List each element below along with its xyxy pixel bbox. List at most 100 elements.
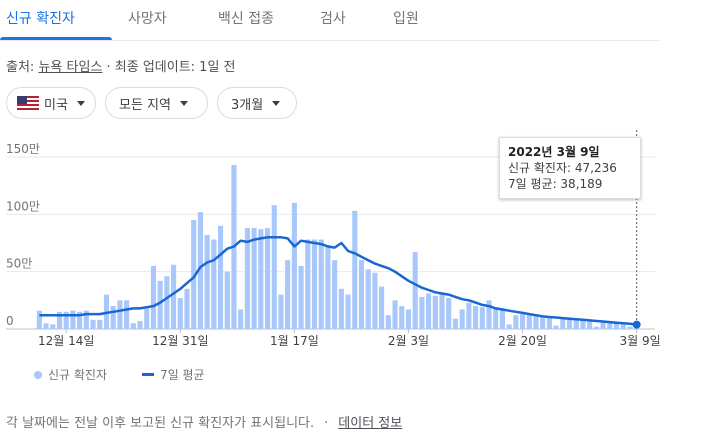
data-info-link[interactable]: 데이터 정보 bbox=[338, 416, 403, 431]
bar bbox=[486, 300, 492, 329]
x-tick-label: 12월 31일 bbox=[152, 334, 208, 348]
bar bbox=[56, 311, 63, 329]
bar bbox=[452, 318, 458, 329]
bar bbox=[177, 298, 183, 329]
bar bbox=[506, 324, 512, 329]
cases-chart[interactable]: 0 50만 100만 150만 12월 14일 12월 31일 1월 17일 2월 3일 2월 … bbox=[0, 130, 704, 356]
tab-vaccinations[interactable]: 백신 접종 bbox=[218, 11, 274, 27]
bar bbox=[399, 306, 405, 329]
bar bbox=[546, 317, 552, 329]
country-label: 미국 bbox=[44, 97, 68, 113]
bar bbox=[171, 264, 177, 329]
bar bbox=[224, 271, 230, 329]
footer-separator: · bbox=[324, 416, 329, 431]
bar bbox=[244, 228, 250, 329]
bar bbox=[499, 308, 505, 329]
bar bbox=[358, 260, 365, 329]
x-tick-label: 2월 20일 bbox=[498, 334, 547, 348]
x-tick-label: 1월 17일 bbox=[270, 334, 319, 348]
bar bbox=[345, 294, 351, 329]
bar bbox=[305, 239, 311, 329]
period-label: 3개월 bbox=[231, 97, 264, 113]
legend-line-swatch bbox=[142, 373, 154, 376]
bar bbox=[593, 326, 599, 329]
legend-bars: 신규 확진자 bbox=[34, 366, 107, 383]
chart-tooltip: 2022년 3월 9일 신규 확진자: 47,236 7일 평균: 38,189 bbox=[499, 137, 641, 199]
source-prefix: 출처: bbox=[6, 60, 39, 75]
bar bbox=[238, 309, 244, 329]
bar bbox=[318, 239, 324, 329]
period-select[interactable]: 3개월 bbox=[217, 87, 297, 119]
active-tab-indicator bbox=[0, 37, 112, 40]
bar bbox=[204, 234, 210, 329]
chevron-down-icon bbox=[76, 100, 85, 106]
bar bbox=[43, 323, 49, 329]
bar bbox=[97, 319, 103, 329]
bar bbox=[50, 324, 56, 329]
tooltip-average: 7일 평균: 38,189 bbox=[508, 177, 603, 191]
country-select[interactable]: 미국 bbox=[6, 87, 96, 119]
bar bbox=[197, 212, 203, 329]
bar bbox=[513, 315, 519, 329]
bar bbox=[553, 325, 559, 329]
bar bbox=[164, 276, 170, 329]
bar bbox=[83, 310, 89, 329]
source-line: 출처: 뉴욕 타임스 · 최종 업데이트: 1일 전 bbox=[6, 56, 236, 75]
bar bbox=[70, 310, 76, 329]
tab-tests[interactable]: 검사 bbox=[320, 11, 346, 27]
bar bbox=[600, 322, 606, 329]
bar bbox=[412, 252, 418, 329]
us-flag-icon bbox=[17, 96, 39, 110]
last-updated: · 최종 업데이트: 1일 전 bbox=[102, 60, 236, 75]
bar bbox=[325, 245, 331, 329]
bar bbox=[419, 296, 425, 329]
hover-point bbox=[632, 320, 641, 329]
bar bbox=[157, 280, 163, 329]
bar bbox=[533, 315, 539, 329]
region-select[interactable]: 모든 지역 bbox=[105, 87, 208, 119]
bar bbox=[332, 260, 338, 329]
bar bbox=[110, 306, 116, 329]
bar bbox=[580, 319, 586, 329]
bar bbox=[587, 320, 593, 329]
tab-deaths[interactable]: 사망자 bbox=[128, 11, 167, 27]
bar bbox=[124, 300, 130, 329]
bar bbox=[144, 308, 150, 329]
bar bbox=[311, 239, 318, 329]
tab-hospitalizations[interactable]: 입원 bbox=[393, 11, 419, 27]
bar bbox=[218, 225, 224, 329]
bar bbox=[405, 309, 412, 329]
bar bbox=[459, 309, 465, 329]
bar bbox=[620, 323, 626, 329]
source-link[interactable]: 뉴욕 타임스 bbox=[38, 60, 103, 75]
tooltip-date: 2022년 3월 9일 bbox=[508, 145, 600, 159]
legend-bars-label: 신규 확진자 bbox=[48, 368, 108, 382]
bar bbox=[372, 272, 378, 329]
bar bbox=[77, 311, 83, 329]
bar bbox=[446, 298, 452, 329]
bar bbox=[130, 323, 136, 329]
x-tick-label: 2월 3일 bbox=[388, 334, 429, 348]
bar bbox=[473, 306, 479, 329]
bar bbox=[607, 320, 613, 329]
legend-bar-swatch bbox=[34, 370, 42, 379]
tab-new-cases[interactable]: 신규 확진자 bbox=[6, 11, 75, 27]
chevron-down-icon bbox=[272, 100, 281, 106]
bar bbox=[63, 311, 69, 329]
bar bbox=[365, 269, 371, 329]
bar bbox=[439, 294, 445, 329]
chevron-down-icon bbox=[179, 100, 188, 106]
bar bbox=[150, 265, 156, 329]
bar bbox=[211, 239, 217, 329]
bar bbox=[298, 265, 304, 329]
y-tick-label: 50만 bbox=[6, 257, 32, 271]
bar bbox=[566, 317, 573, 329]
bar bbox=[613, 322, 620, 329]
tooltip-cases: 신규 확진자: 47,236 bbox=[508, 161, 617, 175]
bar bbox=[560, 318, 566, 329]
bar bbox=[264, 228, 271, 329]
bar bbox=[466, 302, 472, 329]
y-tick-label: 100만 bbox=[6, 199, 40, 213]
bar bbox=[379, 286, 385, 329]
legend-line-label: 7일 평균 bbox=[160, 368, 205, 382]
